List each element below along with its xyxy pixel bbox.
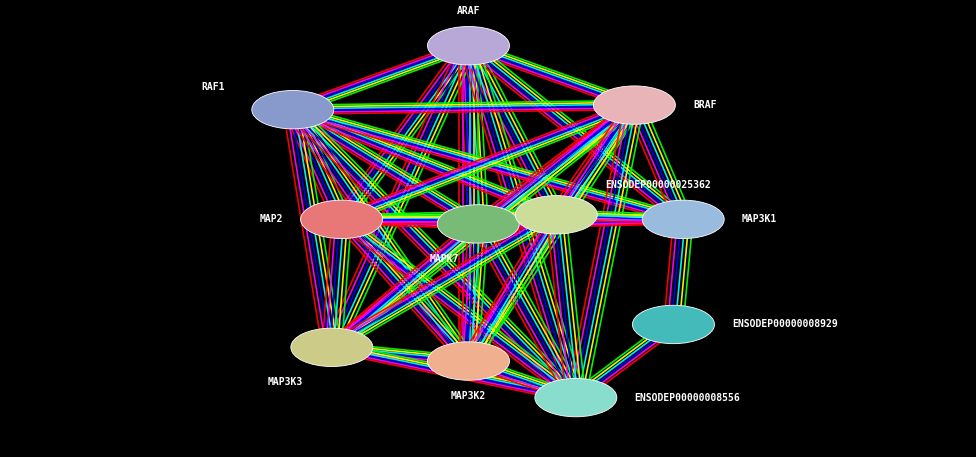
Circle shape	[252, 90, 334, 129]
Text: ENSODEP00000008929: ENSODEP00000008929	[732, 319, 837, 329]
Circle shape	[291, 328, 373, 367]
Circle shape	[427, 342, 509, 380]
Text: MAPK7: MAPK7	[429, 254, 459, 264]
Circle shape	[593, 86, 675, 124]
Text: ENSODEP00000008556: ENSODEP00000008556	[634, 393, 740, 403]
Text: MAP3K1: MAP3K1	[742, 214, 777, 224]
Text: ARAF: ARAF	[457, 6, 480, 16]
Circle shape	[437, 205, 519, 243]
Circle shape	[535, 378, 617, 417]
Circle shape	[642, 200, 724, 239]
Text: MAP3K2: MAP3K2	[451, 391, 486, 401]
Circle shape	[515, 196, 597, 234]
Text: ENSODEP00000025362: ENSODEP00000025362	[605, 180, 711, 190]
Circle shape	[301, 200, 383, 239]
Text: MAP3K3: MAP3K3	[267, 377, 303, 387]
Text: MAP2: MAP2	[260, 214, 283, 224]
Circle shape	[632, 305, 714, 344]
Text: BRAF: BRAF	[693, 100, 716, 110]
Text: RAF1: RAF1	[201, 82, 224, 92]
Circle shape	[427, 27, 509, 65]
